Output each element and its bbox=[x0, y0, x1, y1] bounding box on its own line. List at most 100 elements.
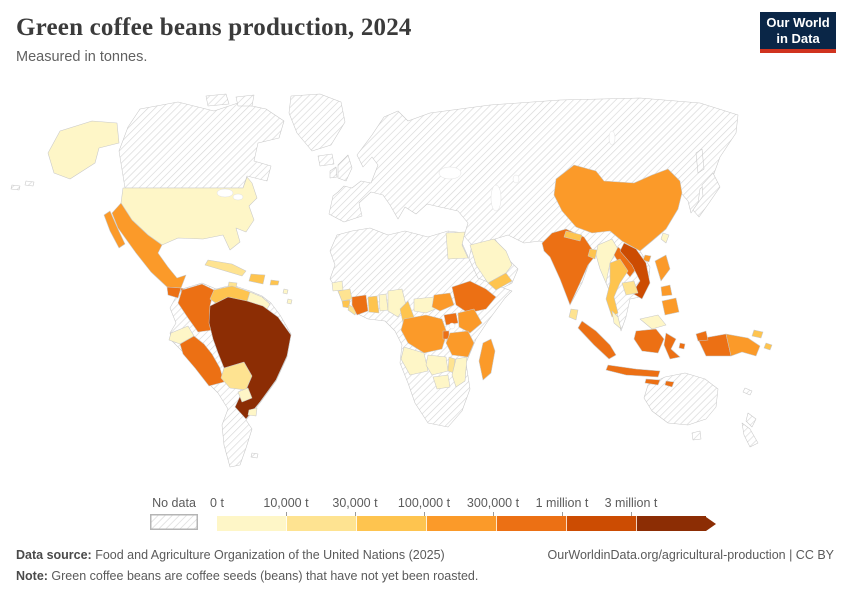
country-egypt[interactable] bbox=[445, 231, 469, 260]
country-indonesia-lesser-sunda[interactable] bbox=[644, 378, 661, 386]
country-nepal[interactable] bbox=[563, 230, 583, 242]
country-saudi-arabia[interactable] bbox=[469, 238, 513, 284]
legend-color-segment[interactable] bbox=[357, 516, 427, 531]
world-choropleth-map bbox=[0, 93, 850, 485]
country-malaysia[interactable] bbox=[611, 310, 622, 330]
country-aleutian-islands[interactable] bbox=[24, 180, 35, 187]
country-papua-new-guinea[interactable] bbox=[725, 333, 761, 357]
country-indonesia-kalimantan[interactable] bbox=[633, 328, 665, 354]
country-taiwan[interactable] bbox=[660, 232, 670, 244]
country-myanmar[interactable] bbox=[595, 238, 619, 284]
country-indonesia-sumatra[interactable] bbox=[577, 320, 617, 360]
country-iceland[interactable] bbox=[317, 153, 335, 167]
country-vietnam[interactable] bbox=[619, 242, 651, 300]
country-bangladesh[interactable] bbox=[587, 248, 598, 260]
legend-color-segment[interactable] bbox=[567, 516, 637, 531]
country-new-zealand[interactable] bbox=[741, 422, 759, 448]
country-guatemala[interactable] bbox=[166, 286, 182, 299]
world-map-svg bbox=[10, 93, 773, 468]
country-hispaniola[interactable] bbox=[248, 273, 266, 285]
country-philippines-visayas[interactable] bbox=[660, 284, 673, 297]
country-senegal[interactable] bbox=[331, 280, 344, 292]
country-tanzania[interactable] bbox=[445, 330, 475, 358]
country-tasmania[interactable] bbox=[691, 430, 702, 441]
country-zambia[interactable] bbox=[425, 354, 449, 376]
legend-tick-label: 3 million t bbox=[604, 496, 658, 510]
country-angola[interactable] bbox=[400, 346, 429, 376]
country-south-sudan[interactable] bbox=[431, 292, 455, 312]
country-dr-congo[interactable] bbox=[400, 314, 448, 354]
country-kenya[interactable] bbox=[457, 308, 483, 334]
country-uganda[interactable] bbox=[443, 312, 459, 326]
legend-color-bar[interactable] bbox=[217, 516, 706, 531]
country-usa-alaska[interactable] bbox=[47, 120, 120, 180]
country-australia[interactable] bbox=[643, 372, 719, 426]
country-indonesia-papua-birdhead[interactable] bbox=[695, 330, 709, 342]
chart-header: Green coffee beans production, 2024 Meas… bbox=[16, 14, 716, 65]
country-uruguay[interactable] bbox=[247, 407, 258, 417]
country-ireland[interactable] bbox=[329, 166, 338, 179]
country-guinea[interactable] bbox=[337, 288, 353, 302]
country-lesser-antilles-2[interactable] bbox=[286, 298, 293, 305]
legend-color-segment[interactable] bbox=[637, 516, 706, 531]
legend-bar-wrap: 0 t 10,000 t 30,000 t 100,000 t 300,000 t 1 m… bbox=[210, 496, 717, 531]
country-cambodia[interactable] bbox=[621, 280, 639, 296]
country-lesser-antilles[interactable] bbox=[282, 288, 289, 295]
country-yemen[interactable] bbox=[487, 272, 513, 291]
note-label: Note: bbox=[16, 569, 48, 583]
country-indonesia-lesser-sunda-2[interactable] bbox=[664, 380, 675, 388]
country-ethiopia[interactable] bbox=[451, 280, 497, 314]
country-uk[interactable] bbox=[337, 154, 353, 182]
country-china-hainan[interactable] bbox=[642, 254, 652, 263]
map-legend: No data 0 t 10,000 t 30,000 t 100,000 t 300,… bbox=[150, 496, 720, 534]
country-png-islands[interactable] bbox=[751, 329, 764, 339]
legend-no-data: No data bbox=[150, 496, 198, 535]
country-cote-divoire[interactable] bbox=[351, 294, 369, 316]
country-malaysia-borneo[interactable] bbox=[639, 314, 667, 330]
owid-link[interactable]: OurWorldinData.org/agricultural-producti… bbox=[547, 548, 834, 562]
country-paraguay[interactable] bbox=[237, 387, 253, 403]
legend-color-segment[interactable] bbox=[217, 516, 287, 531]
legend-tick-label: 10,000 t bbox=[263, 496, 309, 510]
legend-tick-label: 100,000 t bbox=[397, 496, 451, 510]
country-mexico[interactable] bbox=[111, 202, 187, 289]
country-sri-lanka[interactable] bbox=[568, 308, 579, 321]
country-brazil[interactable] bbox=[208, 296, 292, 420]
owid-logo[interactable]: Our World in Data bbox=[760, 12, 836, 53]
country-falkland-islands[interactable] bbox=[250, 452, 259, 459]
country-arctic-islands-2[interactable] bbox=[235, 94, 255, 107]
country-greenland[interactable] bbox=[288, 93, 346, 152]
data-source-label: Data source: bbox=[16, 548, 92, 562]
country-indonesia-java[interactable] bbox=[605, 364, 661, 378]
black-sea bbox=[438, 166, 462, 180]
country-philippines-mindanao[interactable] bbox=[661, 297, 680, 316]
country-philippines-luzon[interactable] bbox=[654, 254, 671, 282]
country-madagascar[interactable] bbox=[478, 338, 496, 381]
aral-sea bbox=[512, 174, 520, 184]
country-indonesia-sulawesi[interactable] bbox=[663, 332, 681, 360]
legend-tick-labels: 0 t 10,000 t 30,000 t 100,000 t 300,000 t 1 m… bbox=[210, 496, 717, 513]
legend-no-data-swatch[interactable] bbox=[150, 514, 198, 530]
country-cuba[interactable] bbox=[204, 259, 247, 277]
country-mozambique[interactable] bbox=[451, 356, 468, 388]
country-arctic-islands[interactable] bbox=[205, 93, 230, 107]
data-source-line: Data source: Food and Agriculture Organi… bbox=[16, 545, 834, 566]
country-canada[interactable] bbox=[118, 101, 285, 189]
country-png-islands-2[interactable] bbox=[763, 342, 773, 351]
country-thailand[interactable] bbox=[605, 258, 629, 318]
country-indonesia-maluku[interactable] bbox=[678, 342, 686, 350]
country-new-caledonia[interactable] bbox=[742, 387, 753, 396]
legend-color-segment[interactable] bbox=[497, 516, 567, 531]
country-sakhalin[interactable] bbox=[695, 148, 705, 174]
country-china[interactable] bbox=[553, 164, 683, 252]
country-aleutian-islands-2[interactable] bbox=[10, 184, 21, 191]
country-japan[interactable] bbox=[692, 172, 721, 218]
country-ghana[interactable] bbox=[367, 295, 380, 314]
country-zimbabwe[interactable] bbox=[432, 374, 451, 390]
country-mexico-baja[interactable] bbox=[103, 210, 126, 249]
legend-color-segment[interactable] bbox=[287, 516, 357, 531]
legend-color-segment[interactable] bbox=[427, 516, 497, 531]
country-puerto-rico[interactable] bbox=[269, 279, 280, 286]
country-new-zealand-north[interactable] bbox=[745, 412, 757, 428]
country-india[interactable] bbox=[541, 228, 597, 306]
